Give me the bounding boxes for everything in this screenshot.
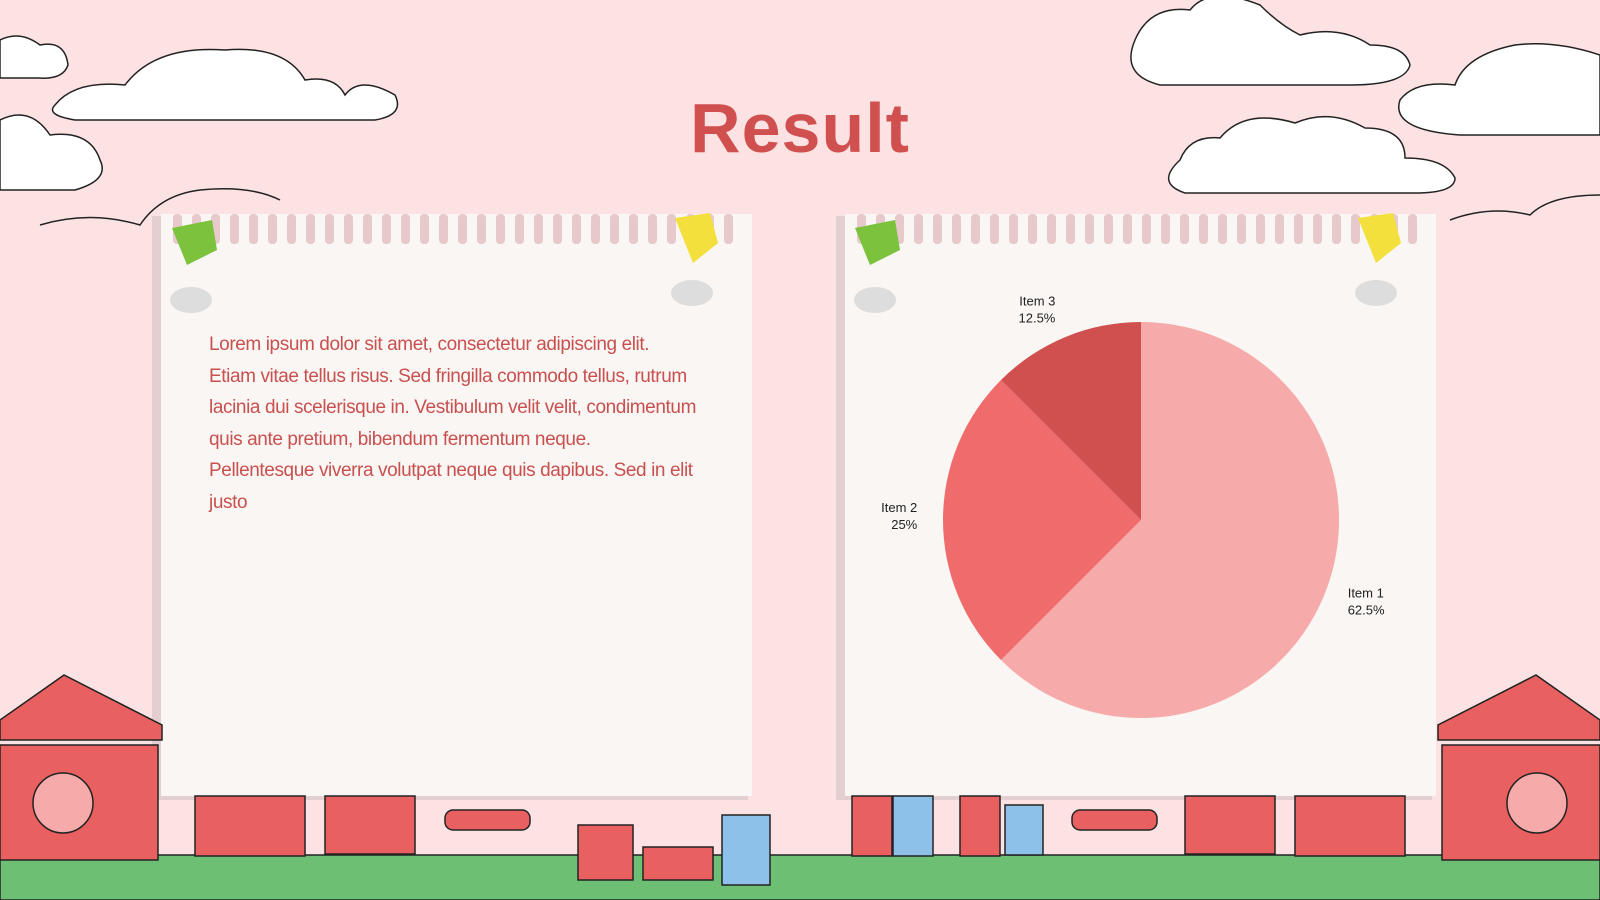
hole [325,214,334,244]
hole [363,214,372,244]
hole [1104,214,1113,244]
hole [249,214,258,244]
hole [1199,214,1208,244]
hole [1047,214,1056,244]
hole [401,214,410,244]
hole [1275,214,1284,244]
hole [268,214,277,244]
hole [230,214,239,244]
town [0,674,1600,900]
hole [439,214,448,244]
pins [170,213,1401,313]
hole [1408,214,1417,244]
hole [914,214,923,244]
body-text: Lorem ipsum dolor sit amet, consectetur … [209,334,696,513]
hole [610,214,619,244]
hole [1009,214,1018,244]
hole [420,214,429,244]
slice-value: 12.5% [1019,310,1056,325]
slice-value: 62.5% [1348,603,1385,618]
pie-slice [1000,322,1141,520]
hole [1142,214,1151,244]
hole [629,214,638,244]
hole [1123,214,1132,244]
hole [306,214,315,244]
hole [1161,214,1170,244]
hole [496,214,505,244]
hole [591,214,600,244]
hole [1028,214,1037,244]
pie-slice [942,379,1141,661]
pie-slice [1000,322,1339,718]
hole [572,214,581,244]
hole [724,214,733,244]
slide-title: Result [690,89,910,167]
hole [1294,214,1303,244]
hole [971,214,980,244]
hole [1351,214,1360,244]
hole [553,214,562,244]
hole [1237,214,1246,244]
hole [477,214,486,244]
slice-label: Item 2 [881,500,917,515]
hole [515,214,524,244]
hole [1256,214,1265,244]
slice-label: Item 3 [1019,293,1055,308]
clouds [0,0,1600,194]
slice-label: Item 1 [1348,586,1384,601]
hole [1066,214,1075,244]
hole [933,214,942,244]
hole [344,214,353,244]
hole [990,214,999,244]
hole [1313,214,1322,244]
hole [1332,214,1341,244]
hole [1218,214,1227,244]
hole [667,214,676,244]
hole [458,214,467,244]
hole [1085,214,1094,244]
slice-value: 25% [891,517,917,532]
hole [382,214,391,244]
hole [287,214,296,244]
left-card [152,214,752,800]
wind-lines [39,188,1600,226]
hole [534,214,543,244]
hole [1180,214,1189,244]
hole [648,214,657,244]
hole [952,214,961,244]
